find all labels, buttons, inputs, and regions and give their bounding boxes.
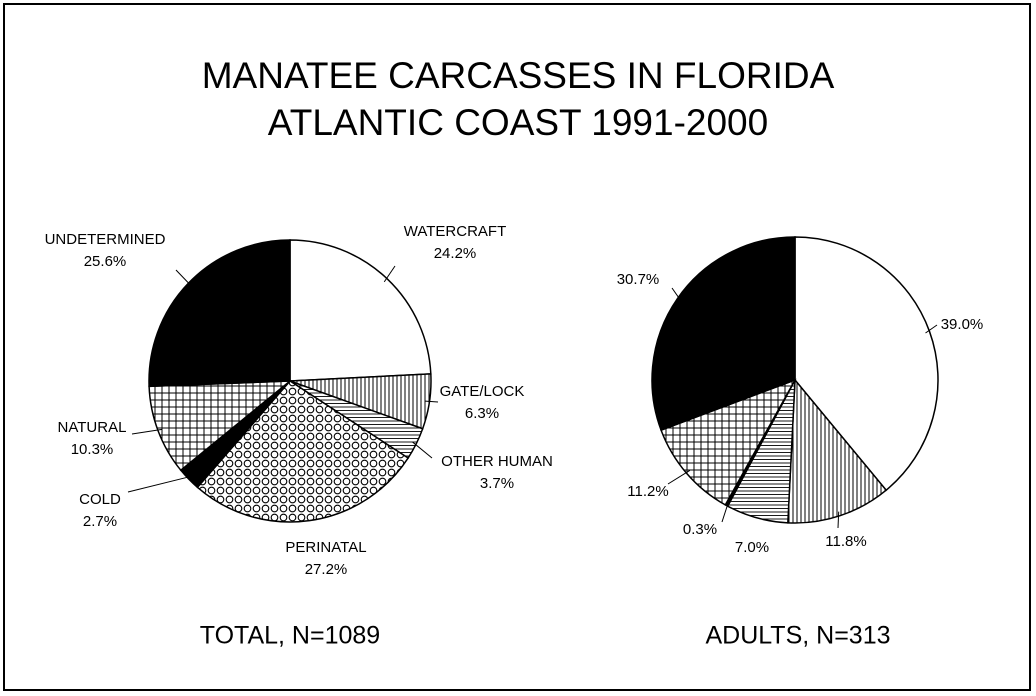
leader-line [127,475,192,493]
value-label: 25.6% [84,253,127,270]
value-label: 0.3% [683,521,717,538]
leader-line [412,441,433,459]
pie-slice [196,380,410,523]
slice-label: NATURAL [58,419,127,436]
pie-slice [651,236,796,432]
value-label: 6.3% [465,405,499,422]
value-label: 7.0% [735,539,769,556]
pie-slice [289,239,432,382]
slice-label: PERINATAL [285,539,366,556]
slice-label: GATE/LOCK [440,383,525,400]
leader-line [667,469,691,485]
pie-slice [794,236,939,492]
frame [3,3,1031,691]
value-label: 11.2% [627,483,668,500]
leader-line [925,324,938,334]
value-label: 39.0% [941,316,984,333]
value-label: 30.7% [617,271,660,288]
leader-line [383,265,396,283]
leader-line [175,269,192,287]
slice-label: WATERCRAFT [404,223,507,240]
slice-label: UNDETERMINED [45,231,166,248]
chart-title: MANATEE CARCASSES IN FLORIDA [202,55,835,96]
leader-line [425,400,439,403]
leader-line [671,287,682,302]
value-label: 10.3% [71,441,114,458]
leader-line [131,428,163,435]
pie-slice [660,378,797,506]
value-label: 3.7% [480,475,514,492]
value-label: 11.8% [825,533,866,550]
pie-slice [787,378,888,524]
pie-slice [148,380,293,472]
pie-slice [148,239,291,388]
leader-line [721,501,730,523]
value-label: 24.2% [434,245,477,262]
leader-line [837,511,840,529]
value-label: 2.7% [83,513,117,530]
value-label: 27.2% [305,561,348,578]
pie-caption: TOTAL, N=1089 [200,622,380,650]
slice-label: COLD [79,491,121,508]
chart-subtitle: ATLANTIC COAST 1991-2000 [268,102,768,143]
pie-caption: ADULTS, N=313 [705,622,890,650]
slice-label: OTHER HUMAN [441,453,553,470]
